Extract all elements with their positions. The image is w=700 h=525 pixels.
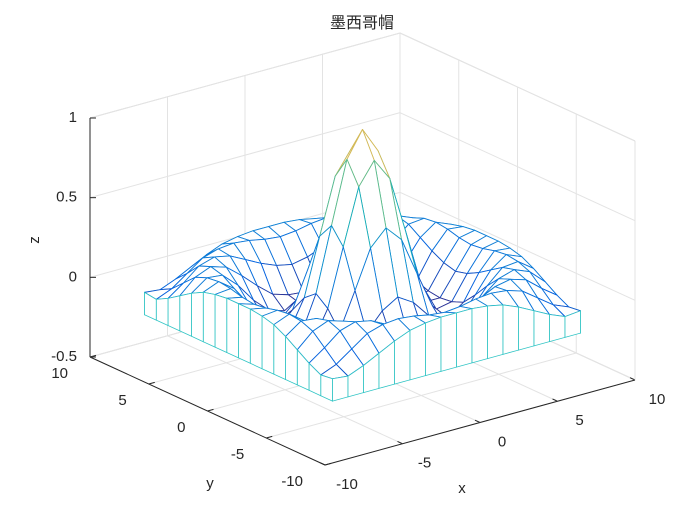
x-tick-label: 0 bbox=[498, 433, 506, 450]
curtain-panel bbox=[332, 375, 349, 402]
curtain-panel bbox=[226, 297, 239, 359]
curtain-panel bbox=[214, 293, 228, 354]
y-tick-label: -5 bbox=[231, 446, 244, 463]
tick-mark bbox=[629, 377, 636, 381]
z-tick-label: -0.5 bbox=[51, 348, 77, 365]
axis-line bbox=[89, 356, 326, 466]
tick-mark bbox=[207, 408, 214, 412]
tick-mark bbox=[397, 440, 403, 445]
y-tick-label: -10 bbox=[281, 473, 303, 490]
z-axis-label: z bbox=[26, 236, 43, 244]
z-tick-label: 1 bbox=[69, 109, 77, 126]
curtain-panel bbox=[238, 303, 251, 364]
curtain-panel bbox=[533, 310, 550, 347]
curtain-panel bbox=[249, 308, 263, 370]
curtain-panel bbox=[518, 306, 535, 351]
curtain-panel bbox=[425, 316, 442, 377]
curtain-panel bbox=[167, 295, 181, 332]
curtain-panel bbox=[564, 310, 581, 338]
curtain-panel bbox=[191, 291, 204, 343]
curtain-panel bbox=[409, 322, 426, 381]
tick-mark bbox=[266, 435, 273, 439]
curtain-panel bbox=[144, 291, 157, 321]
tick-mark bbox=[552, 398, 558, 402]
grid-line bbox=[266, 352, 577, 439]
tick-mark bbox=[89, 354, 97, 358]
curtain-panel bbox=[471, 305, 488, 364]
x-tick-label: -10 bbox=[336, 476, 358, 493]
tick-mark bbox=[148, 381, 155, 385]
y-tick-label: 0 bbox=[177, 419, 185, 436]
curtain-panel bbox=[179, 292, 192, 337]
curtain-panel bbox=[456, 308, 473, 368]
curtain-panel bbox=[549, 314, 566, 343]
x-tick-label: 5 bbox=[575, 412, 583, 429]
z-tick-label: 0 bbox=[69, 268, 77, 285]
axis-line bbox=[324, 379, 636, 466]
curtain-panel bbox=[502, 304, 519, 355]
y-axis-label: y bbox=[206, 475, 214, 492]
tick-mark bbox=[474, 419, 481, 423]
z-tick-label: 0.5 bbox=[56, 189, 77, 206]
y-tick-label: 5 bbox=[118, 392, 126, 409]
y-tick-label: 10 bbox=[51, 365, 68, 382]
x-tick-label: 10 bbox=[649, 391, 666, 408]
curtain-panel bbox=[261, 315, 275, 375]
curtain-panel bbox=[440, 312, 457, 372]
curtain-panel bbox=[202, 291, 216, 348]
chart-title: 墨西哥帽 bbox=[330, 14, 394, 32]
curtain-panel bbox=[320, 374, 333, 402]
curtain-panel bbox=[155, 297, 169, 327]
x-tick-label: -5 bbox=[418, 455, 431, 472]
curtain-panel bbox=[487, 304, 504, 360]
x-axis-label: x bbox=[458, 480, 466, 497]
